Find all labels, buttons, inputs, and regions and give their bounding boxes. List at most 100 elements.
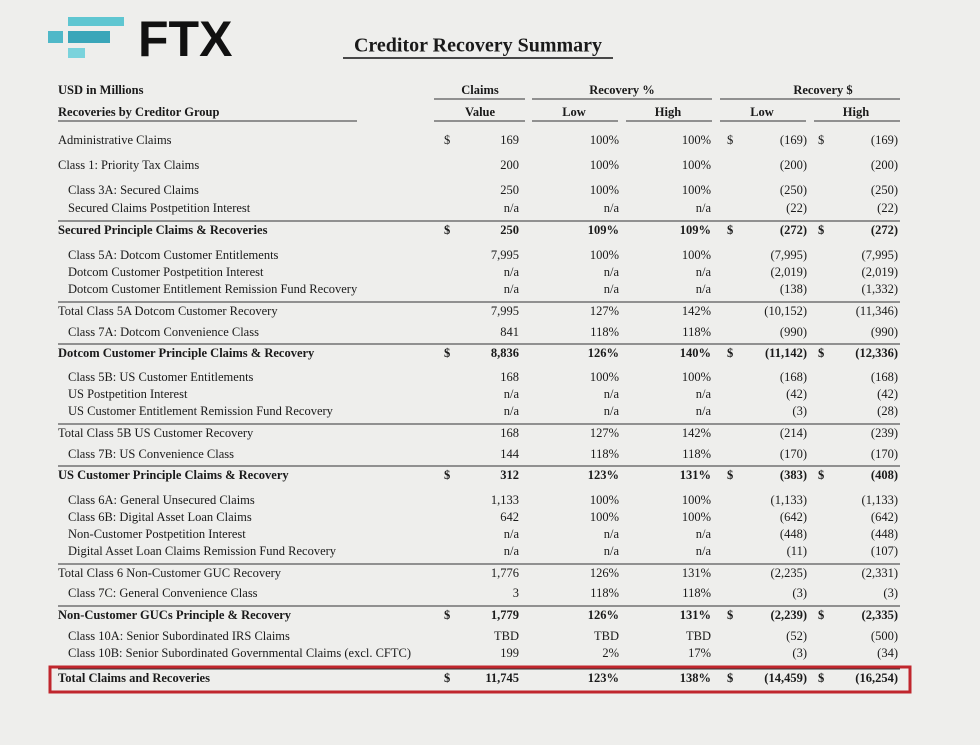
row-label: Class 10A: Senior Subordinated IRS Claim… [68, 629, 290, 643]
cell-value: (272) [780, 223, 807, 237]
cell-value: (250) [780, 183, 807, 197]
row-label: Class 3A: Secured Claims [68, 183, 199, 197]
cell-value: 642 [500, 510, 519, 524]
cell-value: n/a [604, 387, 620, 401]
cell-value: 7,995 [491, 248, 519, 262]
cell-value: (170) [780, 447, 807, 461]
column-header: Low [750, 105, 774, 119]
cell-value: (1,133) [862, 493, 898, 507]
cell-value: 123% [588, 468, 619, 482]
row-label: Class 7A: Dotcom Convenience Class [68, 325, 259, 339]
cell-value: (448) [871, 527, 898, 541]
cell-value: 11,745 [485, 671, 519, 685]
cell-value: (2,019) [862, 265, 898, 279]
cell-value: (12,336) [855, 346, 898, 360]
cell-value: n/a [604, 544, 620, 558]
cell-value: TBD [686, 629, 711, 643]
cell-value: 100% [682, 248, 711, 262]
row-label: Class 5B: US Customer Entitlements [68, 370, 254, 384]
cell-value: 118% [590, 447, 619, 461]
cell-value: 126% [588, 608, 619, 622]
row-label: Total Class 6 Non-Customer GUC Recovery [58, 566, 282, 580]
cell-value: (11,142) [765, 346, 807, 360]
units-label: USD in Millions [58, 83, 144, 97]
cell-value: (642) [780, 510, 807, 524]
currency-symbol: $ [818, 468, 824, 482]
cell-value: (42) [786, 387, 807, 401]
cell-value: (408) [871, 468, 898, 482]
column-header: Low [562, 105, 586, 119]
cell-value: 100% [682, 493, 711, 507]
column-header: Recoveries by Creditor Group [58, 105, 219, 119]
cell-value: (642) [871, 510, 898, 524]
currency-symbol: $ [818, 133, 824, 147]
cell-value: 100% [682, 370, 711, 384]
cell-value: (16,254) [855, 671, 898, 685]
cell-value: 7,995 [491, 304, 519, 318]
cell-value: 100% [682, 510, 711, 524]
cell-value: n/a [696, 527, 712, 541]
cell-value: 127% [590, 426, 619, 440]
cell-value: 100% [590, 133, 619, 147]
column-header: High [655, 105, 681, 119]
cell-value: (3) [792, 586, 807, 600]
currency-symbol: $ [444, 346, 450, 360]
cell-value: (200) [780, 158, 807, 172]
cell-value: 142% [682, 304, 711, 318]
cell-value: n/a [696, 265, 712, 279]
currency-symbol: $ [444, 671, 450, 685]
cell-value: 8,836 [491, 346, 519, 360]
group-header: Claims [461, 83, 499, 97]
cell-value: (2,239) [771, 608, 807, 622]
cell-value: (500) [871, 629, 898, 643]
cell-value: (34) [877, 646, 898, 660]
cell-value: (990) [871, 325, 898, 339]
cell-value: 100% [590, 493, 619, 507]
cell-value: 118% [682, 586, 711, 600]
row-label: Secured Claims Postpetition Interest [68, 201, 251, 215]
currency-symbol: $ [727, 671, 733, 685]
cell-value: 250 [500, 183, 519, 197]
cell-value: (138) [780, 282, 807, 296]
cell-value: 100% [590, 510, 619, 524]
cell-value: 126% [590, 566, 619, 580]
currency-symbol: $ [818, 223, 824, 237]
cell-value: n/a [504, 265, 520, 279]
cell-value: (28) [877, 404, 898, 418]
cell-value: (272) [871, 223, 898, 237]
row-label: Secured Principle Claims & Recoveries [58, 223, 268, 237]
row-label: Class 5A: Dotcom Customer Entitlements [68, 248, 279, 262]
cell-value: TBD [594, 629, 619, 643]
cell-value: (107) [871, 544, 898, 558]
cell-value: 131% [682, 566, 711, 580]
row-label: Class 7B: US Convenience Class [68, 447, 234, 461]
cell-value: 109% [588, 223, 619, 237]
cell-value: 142% [682, 426, 711, 440]
cell-value: n/a [504, 201, 520, 215]
cell-value: 200 [500, 158, 519, 172]
cell-value: (11) [787, 544, 807, 558]
row-label: Class 6B: Digital Asset Loan Claims [68, 510, 252, 524]
row-label: Class 10B: Senior Subordinated Governmen… [68, 646, 411, 660]
row-label: Dotcom Customer Entitlement Remission Fu… [68, 282, 358, 296]
cell-value: n/a [504, 544, 520, 558]
cell-value: (214) [780, 426, 807, 440]
logo-text: FTX [138, 11, 232, 67]
cell-value: 100% [682, 158, 711, 172]
cell-value: 2% [602, 646, 619, 660]
currency-symbol: $ [444, 468, 450, 482]
cell-value: (448) [780, 527, 807, 541]
cell-value: 17% [688, 646, 711, 660]
currency-symbol: $ [444, 133, 450, 147]
cell-value: 168 [500, 370, 519, 384]
cell-value: n/a [504, 387, 520, 401]
row-label: US Customer Entitlement Remission Fund R… [68, 404, 334, 418]
cell-value: 140% [680, 346, 711, 360]
logo-icon [48, 17, 124, 58]
currency-symbol: $ [818, 608, 824, 622]
cell-value: (42) [877, 387, 898, 401]
cell-value: (990) [780, 325, 807, 339]
cell-value: n/a [504, 404, 520, 418]
